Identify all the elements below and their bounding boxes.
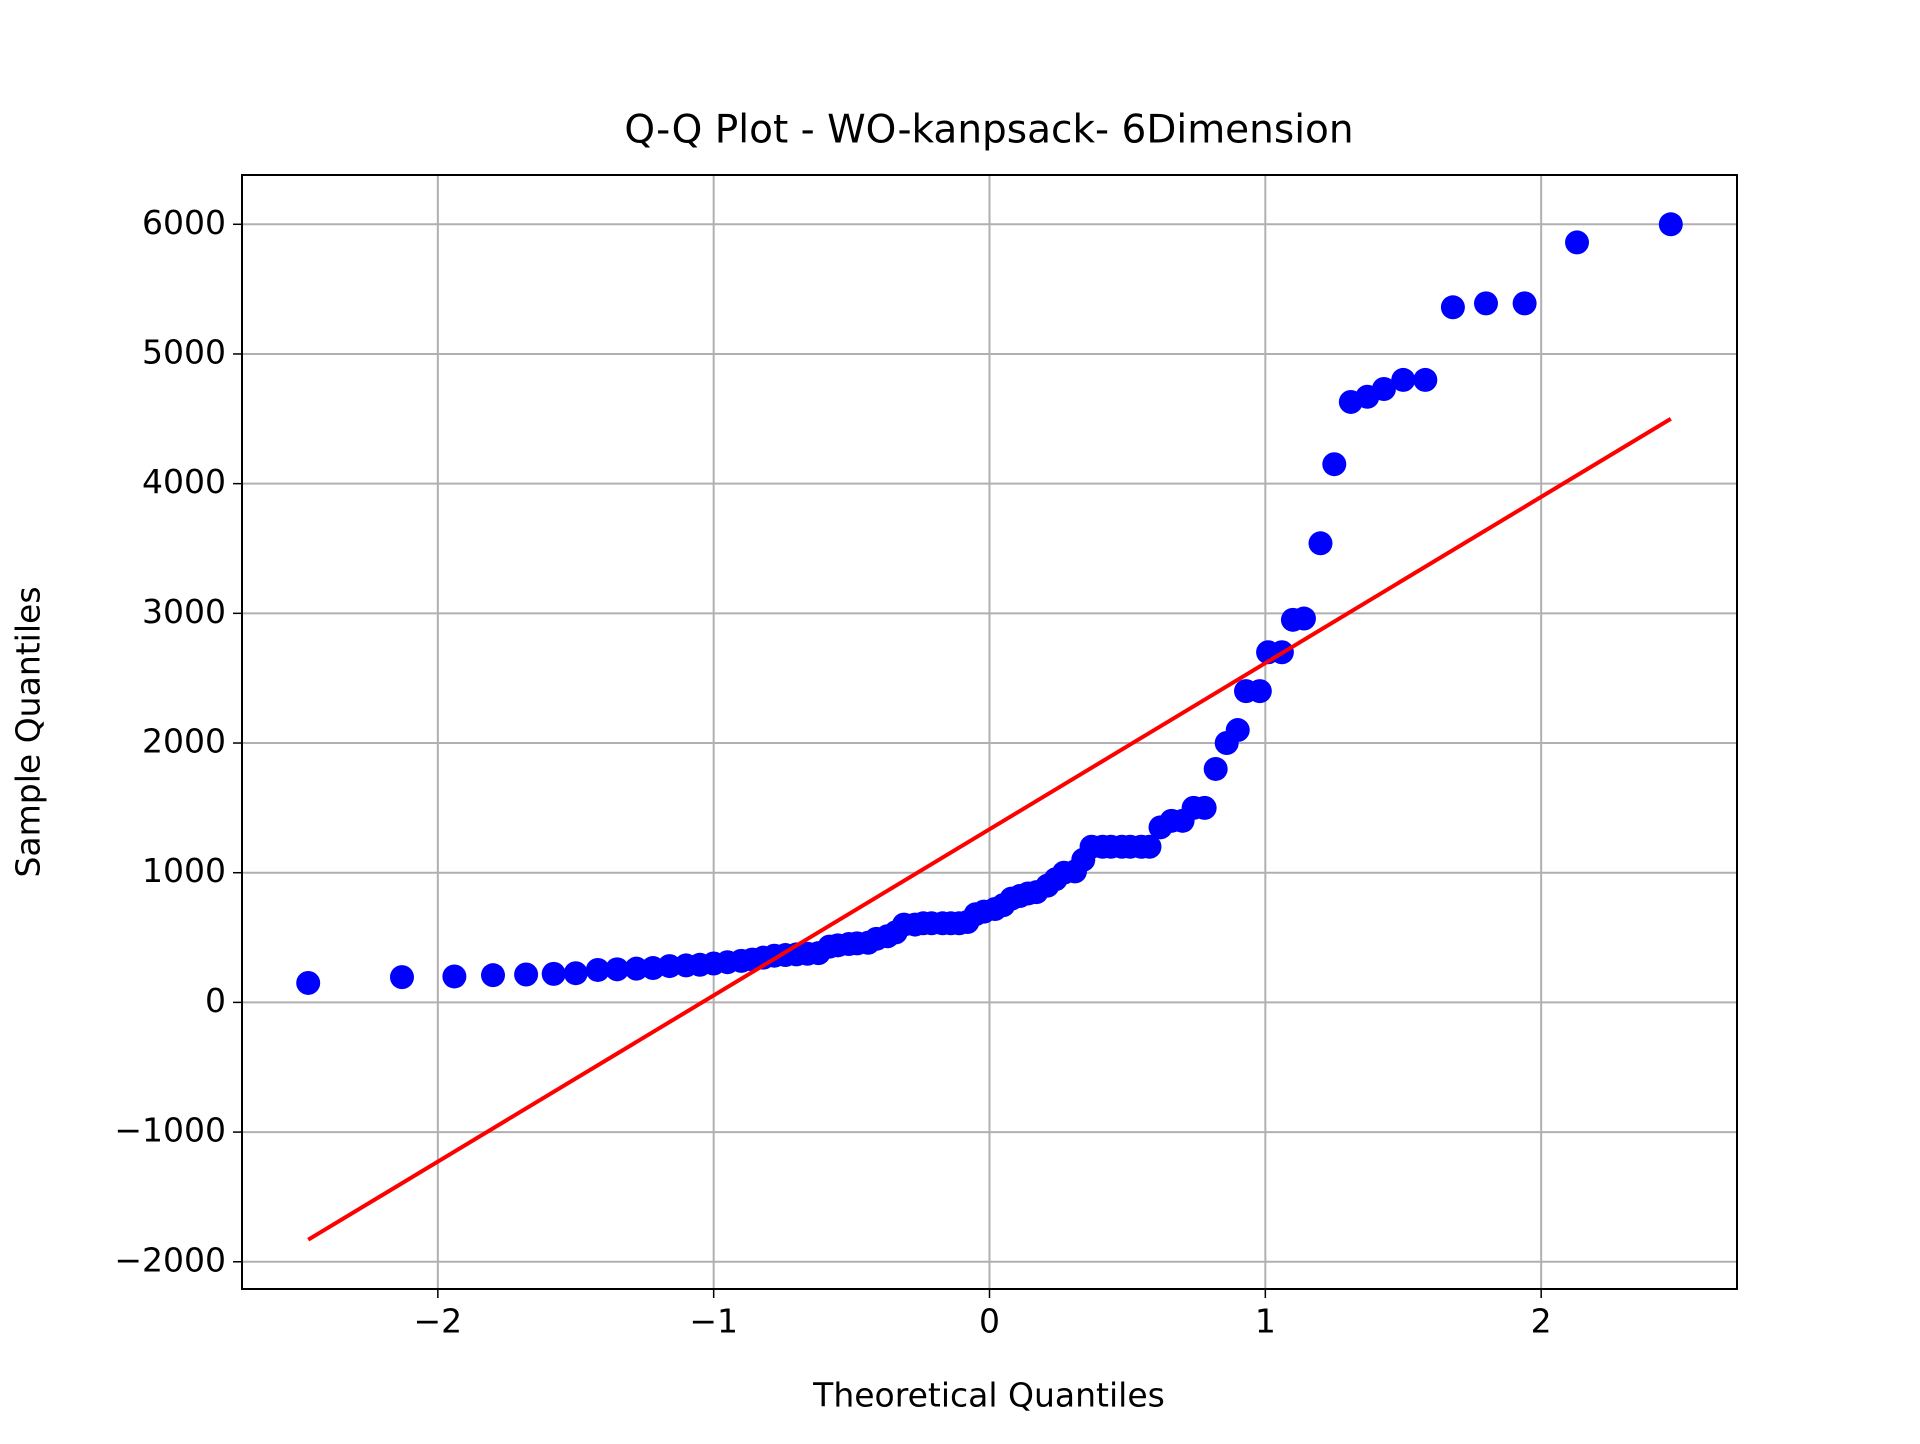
point: [296, 970, 321, 995]
point: [1137, 834, 1162, 859]
x-axis-label: Theoretical Quantiles: [812, 1376, 1165, 1415]
point: [1322, 452, 1347, 477]
plot-frame: [241, 174, 1738, 1290]
point: [1440, 295, 1465, 320]
chart-title: Q-Q Plot - WO-kanpsack- 6Dimension: [624, 108, 1353, 153]
point: [1391, 367, 1416, 392]
x-tick-label: −1: [689, 1302, 738, 1341]
point: [1291, 606, 1316, 631]
point: [1192, 795, 1217, 820]
point: [1203, 756, 1228, 781]
y-tick-label: 2000: [142, 722, 226, 761]
fit-line: [307, 417, 1672, 1242]
point: [1247, 679, 1272, 704]
point: [1565, 230, 1590, 255]
point: [389, 965, 414, 990]
point: [1473, 291, 1498, 316]
x-tick-label: −2: [414, 1302, 463, 1341]
y-tick-label: 1000: [142, 851, 226, 890]
point: [563, 961, 588, 986]
y-tick-label: 5000: [142, 332, 226, 371]
point: [442, 964, 467, 989]
point: [605, 957, 630, 982]
x-tick-label: 1: [1255, 1302, 1276, 1341]
y-tick-label: −1000: [114, 1111, 226, 1150]
y-tick-label: 3000: [142, 592, 226, 631]
point: [1658, 212, 1683, 237]
y-tick-label: 0: [205, 981, 226, 1020]
x-tick-label: 0: [979, 1302, 1000, 1341]
point: [1413, 367, 1438, 392]
point: [514, 962, 539, 987]
point: [541, 961, 566, 986]
point: [1225, 718, 1250, 743]
y-tick-label: 6000: [142, 203, 226, 242]
y-tick-label: 4000: [142, 462, 226, 501]
point: [1371, 376, 1396, 401]
point: [1512, 291, 1537, 316]
point: [1308, 531, 1333, 556]
point: [585, 957, 610, 982]
y-tick-label: −2000: [114, 1240, 226, 1279]
x-tick-label: 2: [1531, 1302, 1552, 1341]
point: [481, 963, 506, 988]
y-axis-label: Sample Quantiles: [9, 586, 48, 877]
